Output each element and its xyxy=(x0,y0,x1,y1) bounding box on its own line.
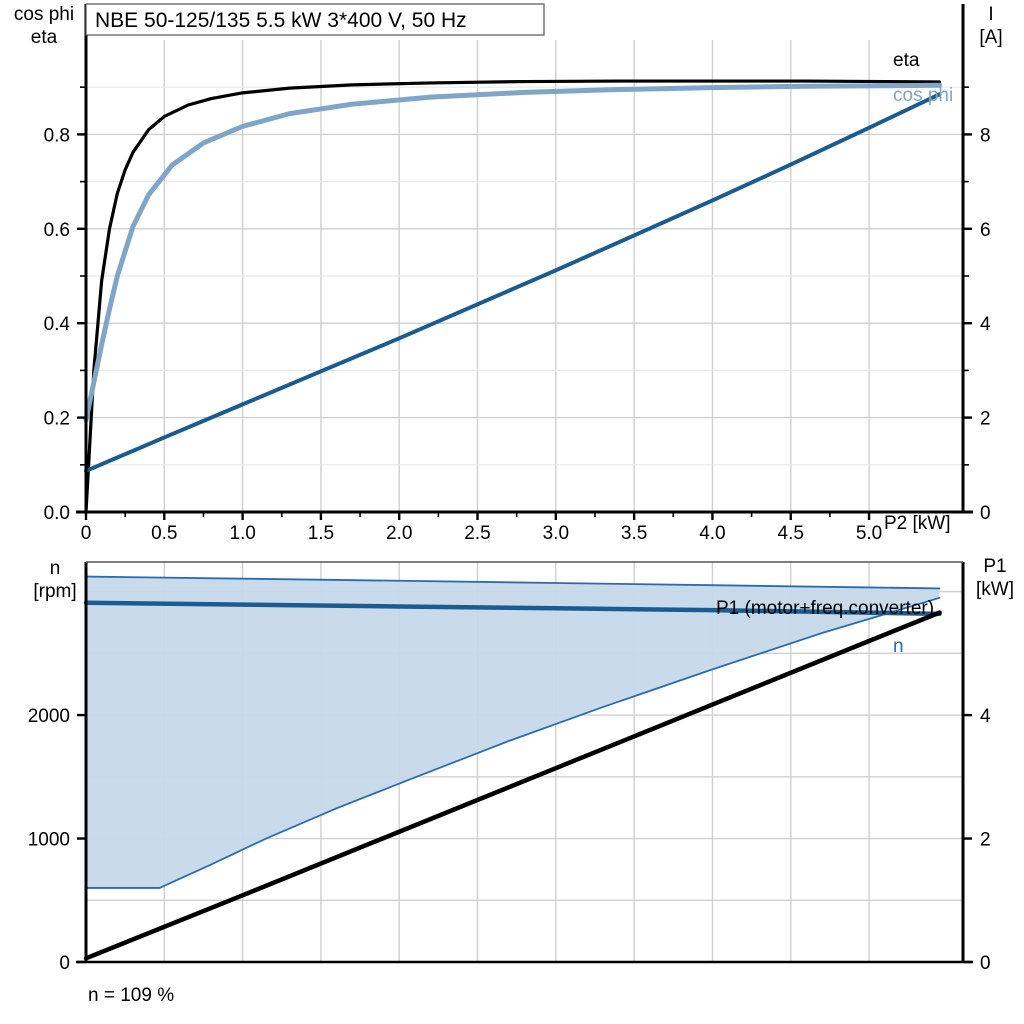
upper-y-left-tick: 0.6 xyxy=(44,220,70,241)
lower-series-group xyxy=(83,575,942,961)
upper-left-axis-label-line2: eta xyxy=(31,27,58,48)
chart-title: NBE 50-125/135 5.5 kW 3*400 V, 50 Hz xyxy=(95,9,467,32)
upper-x-tick: 3.0 xyxy=(543,523,569,540)
upper-y-right-tick: 8 xyxy=(980,125,991,146)
series-line-speed-band-lower xyxy=(85,596,941,889)
lower-y-left-tick: 0 xyxy=(59,953,70,974)
upper-x-tick: 5.0 xyxy=(856,523,882,540)
series-label-eta: eta xyxy=(893,50,920,71)
lower-left-axis-label-line2: [rpm] xyxy=(33,581,76,602)
lower-y-right-tick: 2 xyxy=(980,830,991,851)
efficiency-chart-svg: 0 0.5 1.0 1.5 2.0 2.5 3.0 3.5 4.0 4.5 5.0 0.0 0.2 0.4… xyxy=(14,3,1003,540)
lower-y-left-tick: 1000 xyxy=(28,830,70,851)
upper-x-tick: 1.0 xyxy=(229,523,255,540)
series-line-p1-motor xyxy=(83,610,942,961)
lower-right-axis-label-line2: [kW] xyxy=(976,579,1014,600)
lower-tick-labels: 0 1000 2000 0 2 4 xyxy=(28,706,991,974)
speed-power-chart-svg: 0 1000 2000 0 2 4 n [rpm] P1 [kW] P1 (motor+f… xyxy=(28,556,1014,1006)
upper-x-tick: 4.0 xyxy=(699,523,725,540)
speed-range-band xyxy=(86,576,940,888)
upper-x-axis-label: P2 [kW] xyxy=(884,513,951,534)
series-line-eta xyxy=(84,79,942,514)
upper-left-axis-label-line1: cos phi xyxy=(14,4,74,25)
speed-band-area xyxy=(86,576,940,888)
upper-x-tick: 2.0 xyxy=(386,523,412,540)
upper-x-tick: 0.5 xyxy=(151,523,177,540)
upper-y-left-tick: 0.2 xyxy=(44,409,70,430)
series-label-n: n xyxy=(893,636,904,657)
upper-y-right-tick: 2 xyxy=(980,409,991,430)
series-line-speed-band-upper xyxy=(85,575,941,590)
lower-axes xyxy=(76,561,973,964)
upper-y-left-tick: 0.8 xyxy=(44,125,70,146)
series-line-p1-motor-freq-converter- xyxy=(83,600,942,617)
series-line-i xyxy=(84,92,942,473)
upper-tick-labels: 0 0.5 1.0 1.5 2.0 2.5 3.0 3.5 4.0 4.5 5.0 0.0 0.2 0.4… xyxy=(44,125,991,540)
efficiency-chart: 0 0.5 1.0 1.5 2.0 2.5 3.0 3.5 4.0 4.5 5.0 0.0 0.2 0.4… xyxy=(14,3,1003,540)
upper-right-axis-label-line1: I xyxy=(988,4,993,25)
upper-axes xyxy=(76,4,973,520)
lower-y-left-tick: 2000 xyxy=(28,706,70,727)
upper-x-tick: 0 xyxy=(81,523,92,540)
upper-x-tick: 4.5 xyxy=(778,523,804,540)
upper-y-left-tick: 0.0 xyxy=(44,503,70,524)
lower-y-right-tick: 4 xyxy=(980,706,991,727)
series-label-cos-phi: cos phi xyxy=(893,85,953,106)
upper-y-left-tick: 0.4 xyxy=(44,314,71,335)
upper-x-tick: 1.5 xyxy=(308,523,334,540)
upper-y-right-tick: 6 xyxy=(980,220,991,241)
title-box xyxy=(85,3,545,36)
speed-annotation: n = 109 % xyxy=(88,985,174,1006)
lower-left-axis-label-line1: n xyxy=(50,558,61,579)
speed-power-chart: 0 1000 2000 0 2 4 n [rpm] P1 [kW] P1 (motor+f… xyxy=(0,540,1024,1024)
upper-right-axis-label-line2: [A] xyxy=(979,27,1002,48)
upper-y-right-tick: 4 xyxy=(980,314,991,335)
series-line-cos-phi xyxy=(83,82,943,423)
series-label-p1-motor-converter: P1 (motor+freq.converter) xyxy=(716,598,934,619)
upper-gridlines xyxy=(86,40,963,512)
upper-y-right-tick: 0 xyxy=(980,503,991,524)
lower-right-axis-label-line1: P1 xyxy=(983,556,1006,577)
upper-x-tick: 2.5 xyxy=(464,523,490,540)
upper-x-tick: 3.5 xyxy=(621,523,647,540)
lower-y-right-tick: 0 xyxy=(980,953,991,974)
upper-series-group xyxy=(83,79,943,514)
